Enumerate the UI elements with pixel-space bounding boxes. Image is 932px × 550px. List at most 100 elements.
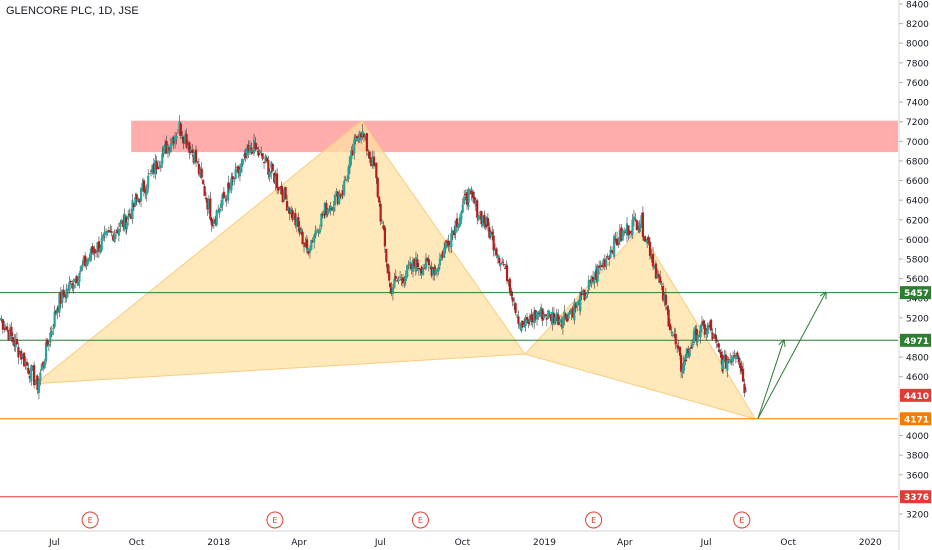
candle-down[interactable] [56, 307, 60, 311]
candle-down[interactable] [336, 191, 339, 205]
candle-down[interactable] [643, 236, 646, 241]
candle-up[interactable] [104, 231, 108, 235]
candle-up[interactable] [404, 275, 407, 282]
candle-up[interactable] [729, 359, 732, 363]
candle-down[interactable] [388, 271, 391, 281]
candle-down[interactable] [144, 189, 147, 194]
candle-down[interactable] [13, 340, 16, 347]
candle-down[interactable] [476, 200, 479, 218]
candle-down[interactable] [659, 276, 662, 283]
candle-down[interactable] [641, 212, 644, 237]
candle-down[interactable] [455, 218, 459, 227]
candle-down[interactable] [281, 191, 284, 203]
candle-up[interactable] [576, 301, 579, 306]
candle-up[interactable] [408, 261, 412, 266]
candle-down[interactable] [508, 278, 511, 292]
candle-up[interactable] [313, 235, 316, 243]
earnings-marker[interactable] [266, 511, 284, 529]
candle-up[interactable] [347, 166, 350, 179]
candle-up[interactable] [58, 293, 61, 313]
candle-down[interactable] [17, 346, 20, 358]
candle-up[interactable] [335, 191, 338, 195]
candle-up[interactable] [241, 159, 244, 165]
candle-up[interactable] [0, 319, 3, 321]
candle-down[interactable] [416, 259, 419, 268]
candle-up[interactable] [625, 223, 629, 236]
candle-down[interactable] [718, 349, 721, 353]
candle-down[interactable] [465, 192, 469, 205]
candle-down[interactable] [492, 235, 495, 251]
candle-up[interactable] [496, 255, 500, 258]
candle-up[interactable] [66, 290, 70, 292]
candle-down[interactable] [583, 289, 586, 301]
candle-down[interactable] [250, 147, 253, 150]
pattern-triangle[interactable] [34, 119, 526, 385]
candle-down[interactable] [480, 211, 483, 225]
candle-up[interactable] [451, 230, 454, 235]
candle-down[interactable] [527, 319, 530, 324]
candle-down[interactable] [69, 281, 72, 283]
candle-up[interactable] [638, 223, 642, 228]
candle-up[interactable] [287, 207, 290, 211]
earnings-marker[interactable] [81, 511, 99, 529]
candle-down[interactable] [603, 259, 606, 267]
candle-down[interactable] [200, 168, 203, 178]
candle-down[interactable] [530, 314, 533, 320]
candle-up[interactable] [114, 232, 118, 234]
candle-up[interactable] [61, 290, 64, 303]
candle-down[interactable] [109, 230, 112, 233]
candle-down[interactable] [743, 383, 746, 394]
candle-down[interactable] [473, 197, 476, 204]
candle-down[interactable] [382, 225, 385, 230]
candle-down[interactable] [510, 290, 513, 297]
candle-down[interactable] [417, 267, 420, 270]
candle-up[interactable] [145, 188, 148, 195]
candle-down[interactable] [301, 231, 304, 245]
candle-down[interactable] [687, 348, 690, 354]
candle-up[interactable] [141, 183, 144, 191]
candle-up[interactable] [726, 360, 729, 371]
candle-up[interactable] [618, 229, 621, 242]
candle-up[interactable] [348, 156, 352, 168]
candle-down[interactable] [423, 268, 426, 270]
candle-down[interactable] [714, 334, 717, 340]
candle-up[interactable] [573, 302, 576, 321]
price-tag[interactable] [900, 333, 931, 347]
candle-down[interactable] [502, 263, 505, 266]
candle-down[interactable] [255, 147, 259, 150]
candle-up[interactable] [656, 274, 659, 278]
candle-up[interactable] [89, 248, 92, 261]
candle-up[interactable] [499, 263, 502, 266]
candle-down[interactable] [453, 231, 456, 236]
candle-up[interactable] [448, 244, 451, 247]
candle-down[interactable] [135, 194, 138, 200]
candle-down[interactable] [365, 133, 368, 152]
candle-down[interactable] [182, 137, 185, 144]
candle-up[interactable] [586, 292, 589, 295]
candle-up[interactable] [468, 188, 472, 191]
candle-up[interactable] [76, 281, 80, 286]
candle-up[interactable] [120, 220, 123, 223]
candle-down[interactable] [648, 241, 652, 257]
candle-up[interactable] [555, 312, 558, 318]
candle-down[interactable] [211, 225, 214, 227]
projection-arrow[interactable] [757, 293, 826, 420]
candle-up[interactable] [323, 202, 327, 212]
candle-up[interactable] [300, 229, 303, 233]
candle-up[interactable] [171, 138, 174, 146]
candle-up[interactable] [178, 121, 181, 131]
candle-up[interactable] [88, 257, 91, 261]
candle-down[interactable] [733, 355, 736, 357]
candle-down[interactable] [277, 186, 280, 191]
candle-up[interactable] [176, 132, 180, 134]
candle-down[interactable] [673, 334, 676, 336]
candle-down[interactable] [25, 361, 29, 366]
candle-up[interactable] [240, 163, 243, 173]
candle-down[interactable] [351, 150, 354, 155]
candle-down[interactable] [420, 266, 423, 274]
candle-up[interactable] [650, 254, 653, 258]
candle-down[interactable] [46, 339, 49, 346]
candle-down[interactable] [580, 293, 583, 296]
candle-up[interactable] [283, 188, 286, 201]
candle-up[interactable] [328, 210, 331, 212]
